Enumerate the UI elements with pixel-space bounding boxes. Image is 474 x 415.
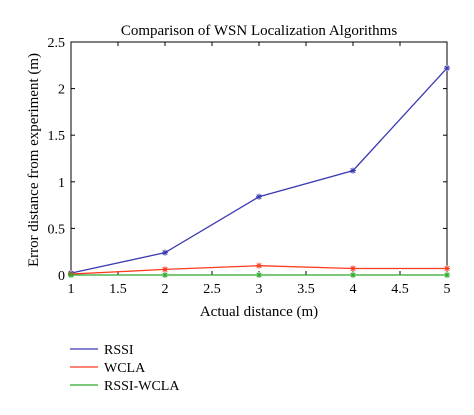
legend: RSSI WCLA RSSI-WCLA	[70, 343, 180, 394]
chart-title: Comparison of WSN Localization Algorithm…	[121, 23, 398, 39]
data-point-rssi	[162, 249, 168, 256]
x-tick-label: 1.5	[109, 282, 127, 297]
y-axis: 0 0.5 1 1.5 2 2.5	[48, 36, 447, 284]
data-point-rssi-wcla	[444, 272, 450, 278]
data-point-wcla	[350, 265, 356, 272]
data-point-wcla	[444, 265, 450, 272]
data-point-rssi	[256, 193, 262, 200]
data-point-wcla	[162, 266, 168, 273]
x-tick-label: 4.5	[391, 282, 409, 297]
x-tick-label: 1	[68, 282, 75, 297]
legend-label-rssi-wcla: RSSI-WCLA	[104, 379, 180, 394]
y-tick-label: 2	[58, 83, 65, 98]
x-axis: 1 1.5 2 2.5 3 3.5 4 4.5 5	[68, 42, 451, 297]
data-point-rssi-wcla	[162, 272, 168, 278]
data-point-rssi-wcla	[350, 272, 356, 278]
y-tick-label: 2.5	[48, 36, 66, 51]
y-tick-label: 1.5	[48, 129, 66, 144]
series-line-rssi	[70, 67, 448, 274]
plot-frame	[70, 41, 448, 276]
series-layer	[68, 65, 450, 278]
y-tick-label: 0.5	[48, 222, 66, 237]
data-point-wcla	[256, 262, 262, 269]
y-tick-label: 0	[58, 269, 65, 284]
data-point-rssi-wcla	[256, 272, 262, 278]
x-tick-label: 4	[350, 282, 357, 297]
data-point-rssi	[444, 65, 450, 72]
x-tick-label: 2.5	[203, 282, 221, 297]
x-axis-label: Actual distance (m)	[200, 304, 318, 320]
x-tick-label: 2	[162, 282, 169, 297]
y-axis-label: Error distance from experiment (m)	[26, 53, 42, 267]
x-tick-label: 3	[256, 282, 263, 297]
data-point-rssi-wcla	[68, 272, 74, 278]
legend-label-rssi: RSSI	[104, 343, 134, 358]
x-tick-label: 3.5	[297, 282, 315, 297]
x-tick-label: 5	[444, 282, 451, 297]
legend-label-wcla: WCLA	[104, 361, 146, 376]
data-point-rssi	[350, 167, 356, 174]
y-tick-label: 1	[58, 176, 65, 191]
